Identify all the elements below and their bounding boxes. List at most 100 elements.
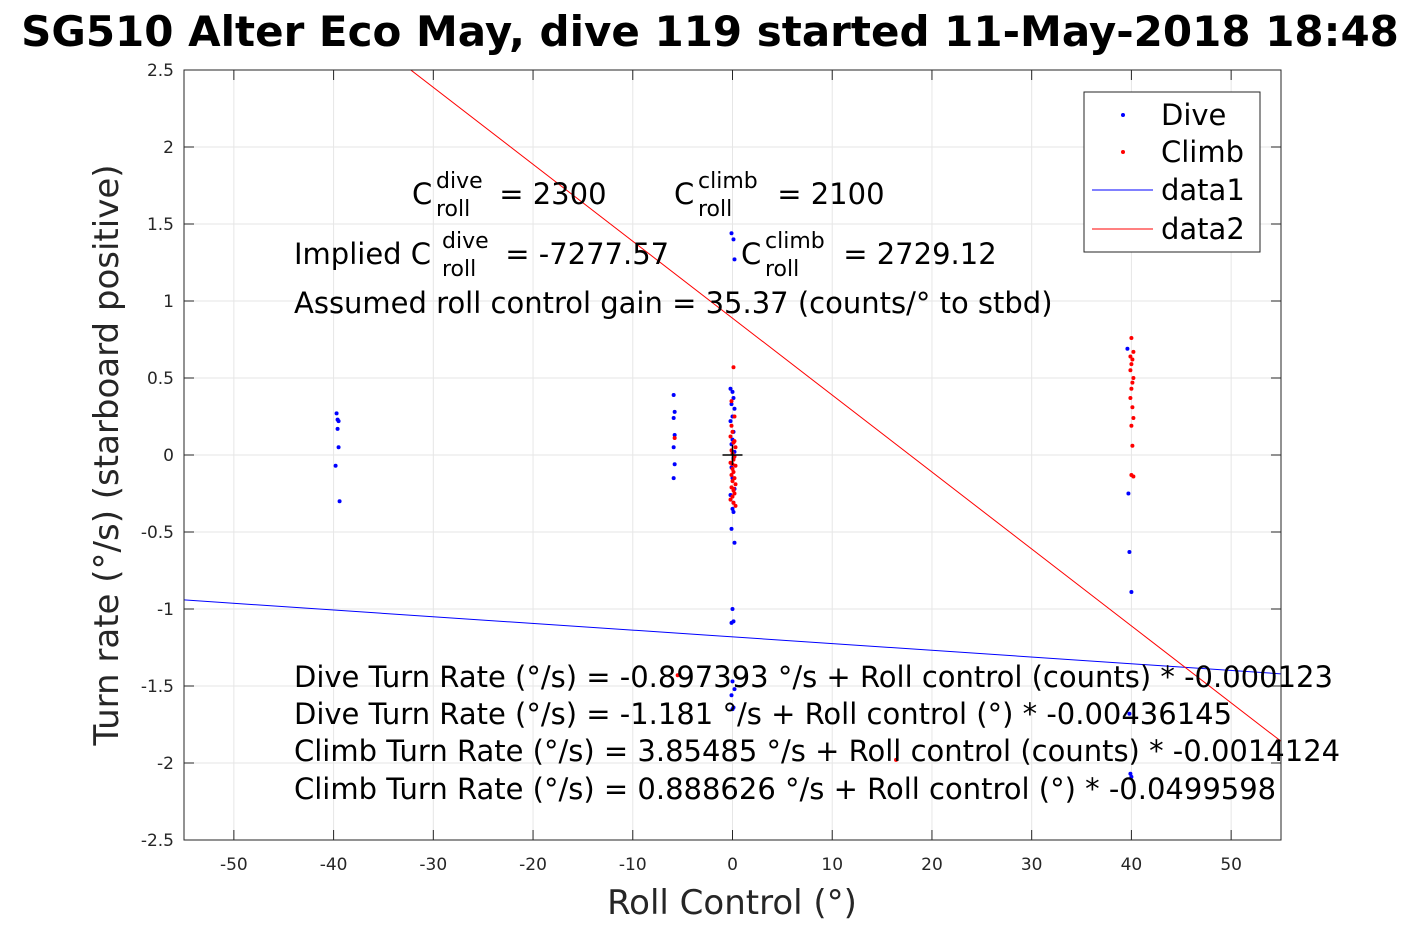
fit-equation-4: Climb Turn Rate (°/s) = 0.888626 °/s + R… xyxy=(294,772,1276,806)
x-tick-label: -30 xyxy=(419,855,447,875)
y-tick-label: 1 xyxy=(163,292,174,312)
climb-point xyxy=(894,757,899,762)
climb-point xyxy=(1129,386,1134,391)
x-tick-label: 0 xyxy=(727,855,738,875)
legend-climb-label: Climb xyxy=(1161,135,1244,169)
dive-point xyxy=(672,432,677,437)
climb-point xyxy=(730,494,735,499)
dive-point xyxy=(731,396,736,401)
dive-point xyxy=(334,411,339,416)
dive-point xyxy=(729,693,734,698)
x-tick-label: 20 xyxy=(921,855,943,875)
x-tick-label: -40 xyxy=(320,855,348,875)
dive-point xyxy=(1129,590,1134,595)
legend-data1-label: data1 xyxy=(1161,173,1245,207)
climb-point xyxy=(731,486,736,491)
fit-lines xyxy=(184,70,1281,742)
y-tick-label: -2 xyxy=(157,754,174,774)
legend: Dive Climb data1 data2 xyxy=(1083,91,1261,253)
dive-point xyxy=(336,445,341,450)
climb-point xyxy=(1130,443,1135,448)
dive-point xyxy=(1127,550,1132,555)
legend-dive-marker xyxy=(1121,113,1125,117)
dive-point xyxy=(730,607,735,611)
y-tick-label: -0.5 xyxy=(141,523,174,543)
climb-point xyxy=(733,463,738,468)
climb-point xyxy=(733,445,738,450)
climb-point xyxy=(1131,416,1136,421)
dive-point xyxy=(672,409,677,414)
climb-point xyxy=(732,439,737,444)
dive-point xyxy=(672,462,677,467)
climb-point xyxy=(729,473,734,478)
x-axis-ticks: -50 -40 -30 -20 -10 0 10 20 30 40 50 xyxy=(220,70,1242,875)
c-roll-dive-c: C xyxy=(412,177,432,211)
data2-fit-line xyxy=(409,70,1281,742)
dive-point xyxy=(333,463,338,468)
legend-box xyxy=(1083,91,1261,253)
climb-point xyxy=(730,429,735,434)
x-tick-label: 10 xyxy=(821,855,843,875)
dive-point xyxy=(336,419,341,424)
roll-gain-annotation: Assumed roll control gain = 35.37 (count… xyxy=(294,286,1053,320)
implied-prefix: Implied C xyxy=(294,237,431,271)
climb-point xyxy=(732,476,737,481)
c-roll-climb-sup: climb xyxy=(698,169,758,194)
dive-point xyxy=(731,237,736,242)
climb-point xyxy=(730,466,735,471)
dive-point xyxy=(671,476,676,481)
implied-dive-sup: dive xyxy=(442,229,489,254)
y-tick-label: 1.5 xyxy=(147,215,174,235)
data1-fit-line xyxy=(184,599,1281,675)
implied-dive-sub: roll xyxy=(442,257,476,282)
dive-point xyxy=(731,509,736,514)
dive-point xyxy=(671,392,676,397)
y-tick-label: 0.5 xyxy=(147,369,174,389)
dive-point xyxy=(1129,774,1134,779)
dive-point xyxy=(728,386,733,391)
climb-point xyxy=(1128,354,1133,359)
climb-point xyxy=(731,469,736,474)
c-roll-dive-annotation: C dive roll = 2300 xyxy=(412,169,607,222)
climb-point xyxy=(1131,376,1136,380)
y-tick-label: 2.5 xyxy=(147,61,174,81)
dive-point xyxy=(731,619,736,624)
y-axis-ticks: -2.5 -2 -1.5 -1 -0.5 0 0.5 1 1.5 2 2.5 xyxy=(141,61,1281,851)
legend-data2-label: data2 xyxy=(1161,212,1245,246)
implied-climb-c: C xyxy=(741,237,761,271)
dive-point xyxy=(732,257,737,262)
x-tick-label: 50 xyxy=(1220,855,1242,875)
fit-equation-2: Dive Turn Rate (°/s) = -1.181 °/s + Roll… xyxy=(294,697,1232,731)
implied-c-roll-annotation: Implied C dive roll = -7277.57 C climb r… xyxy=(294,229,997,282)
climb-point xyxy=(1129,362,1134,367)
climb-point xyxy=(672,436,677,441)
c-roll-climb-c: C xyxy=(674,177,694,211)
dive-point xyxy=(730,679,735,684)
climb-point xyxy=(1129,335,1134,340)
x-tick-label: -10 xyxy=(619,855,647,875)
c-roll-climb-annotation: C climb roll = 2100 xyxy=(674,169,885,222)
c-roll-dive-sub: roll xyxy=(436,197,470,222)
c-roll-dive-sup: dive xyxy=(436,169,483,194)
dive-point xyxy=(732,406,737,411)
dive-point xyxy=(729,526,734,531)
c-roll-dive-value: = 2300 xyxy=(490,177,607,211)
y-tick-label: -1 xyxy=(157,600,174,620)
climb-point xyxy=(730,479,735,484)
climb-point xyxy=(1129,423,1134,428)
data-points xyxy=(333,231,1136,779)
y-tick-label: -1.5 xyxy=(141,677,174,697)
dive-point xyxy=(1126,491,1131,496)
origin-marker xyxy=(722,445,743,465)
dive-point xyxy=(1127,711,1132,716)
climb-point xyxy=(731,365,736,370)
climb-point xyxy=(1131,349,1136,354)
fit-equation-1: Dive Turn Rate (°/s) = -0.897393 °/s + R… xyxy=(294,660,1333,694)
climb-point xyxy=(675,673,680,678)
dive-point xyxy=(732,687,737,692)
x-tick-label: -20 xyxy=(519,855,547,875)
climb-point xyxy=(1131,474,1136,479)
implied-dive-value: = -7277.57 xyxy=(496,237,669,271)
dive-point xyxy=(1125,346,1130,351)
